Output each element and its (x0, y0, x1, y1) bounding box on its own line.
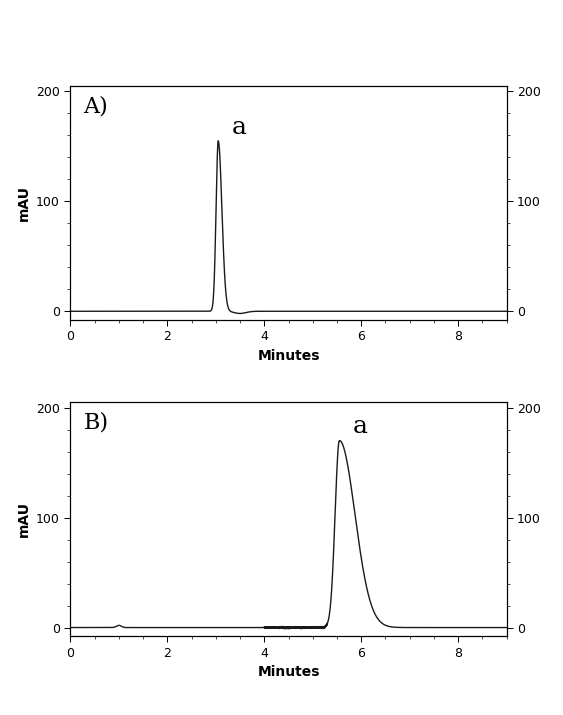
Y-axis label: mAU: mAU (16, 501, 30, 537)
Y-axis label: mAU: mAU (16, 185, 30, 221)
Text: A): A) (83, 95, 108, 117)
X-axis label: Minutes: Minutes (257, 349, 320, 363)
X-axis label: Minutes: Minutes (257, 666, 320, 679)
Text: a: a (232, 116, 247, 139)
Text: a: a (353, 415, 368, 438)
Text: B): B) (83, 411, 109, 433)
